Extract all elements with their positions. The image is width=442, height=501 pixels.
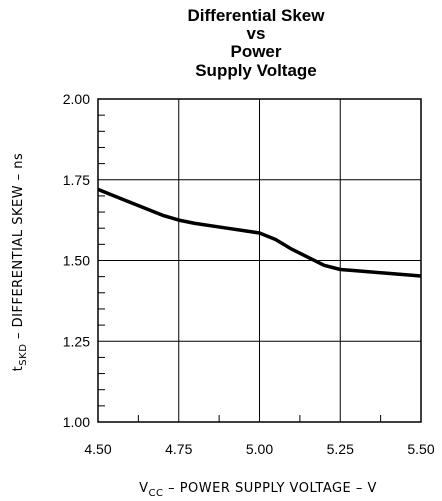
y-axis-label: tSKD – DIFFERENTIAL SKEW – ns <box>11 153 29 372</box>
title-line-2: vs <box>247 24 266 43</box>
x-axis-label-rest: – POWER SUPPLY VOLTAGE – V <box>163 481 377 496</box>
x-axis-label: VCC – POWER SUPPLY VOLTAGE – V <box>139 481 377 499</box>
y-axis-label-rest: – DIFFERENTIAL SKEW – ns <box>11 153 26 344</box>
x-tick-label: 5.00 <box>246 441 273 457</box>
title-line-1: Differential Skew <box>188 6 326 25</box>
x-axis-label-sub: CC <box>148 488 163 499</box>
y-axis-label-main: t <box>11 366 26 372</box>
x-tick-label: 4.50 <box>84 441 111 457</box>
title-line-4: Supply Voltage <box>195 61 317 80</box>
y-tick-labels: 1.00 1.25 1.50 1.75 2.00 <box>63 91 90 430</box>
minor-ticks <box>98 114 382 422</box>
y-tick-label: 1.00 <box>63 414 90 430</box>
title-line-3: Power <box>230 42 281 61</box>
x-tick-labels: 4.50 4.75 5.00 5.25 5.50 <box>84 441 434 457</box>
grid <box>98 99 421 422</box>
series-group <box>97 187 422 278</box>
y-tick-label: 2.00 <box>63 91 90 107</box>
x-axis-label-main: V <box>139 481 148 496</box>
plot-frame <box>97 98 422 423</box>
y-tick-label: 1.50 <box>63 253 90 269</box>
x-tick-label: 5.25 <box>327 441 354 457</box>
x-tick-label: 4.75 <box>165 441 192 457</box>
chart-title: Differential Skew vs Power Supply Voltag… <box>188 6 326 80</box>
y-tick-label: 1.25 <box>63 333 90 349</box>
y-tick-label: 1.75 <box>63 172 90 188</box>
y-axis-label-sub: SKD <box>18 344 29 366</box>
x-tick-label: 5.50 <box>407 441 434 457</box>
series-line <box>97 187 422 278</box>
